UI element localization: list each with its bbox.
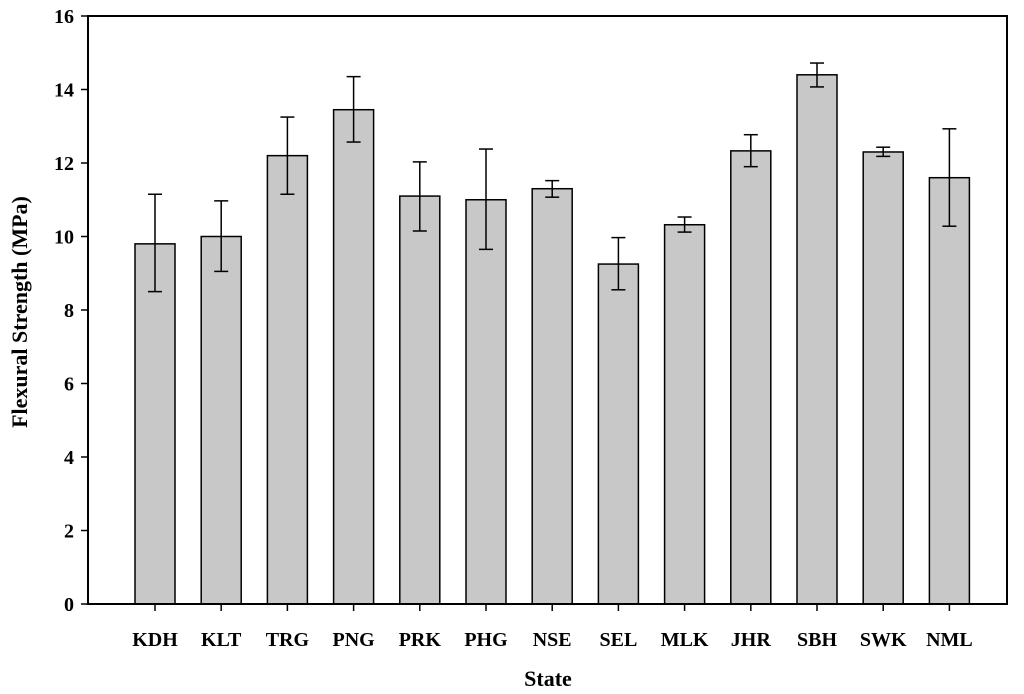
y-tick-label: 6	[64, 374, 74, 396]
y-tick-label: 8	[64, 300, 74, 322]
x-tick-label: PNG	[332, 629, 375, 651]
y-tick-label: 0	[64, 594, 74, 616]
y-axis: 0 2 4 6 8 10 12 14 16	[54, 6, 88, 616]
bar-trg	[266, 154, 309, 605]
error-bar-mlk	[677, 216, 692, 233]
bar-sel	[597, 263, 640, 605]
x-tick-label: NML	[926, 629, 973, 651]
error-bar-jhr	[743, 133, 758, 168]
error-bar-swk	[876, 146, 891, 158]
x-tick-label: SEL	[599, 629, 637, 651]
bar-prk	[399, 195, 441, 605]
error-bar-prk	[412, 161, 427, 232]
bar-mlk	[663, 223, 706, 605]
x-axis: KDH KLT TRG PNG PRK PHG NSE SEL MLK JHR SBH SWK NML	[132, 604, 973, 651]
y-axis-title: Flexural Strength (MPa)	[7, 196, 32, 428]
bar-jhr	[730, 150, 772, 605]
x-tick-label: SWK	[860, 629, 907, 651]
bars-group	[134, 74, 971, 605]
error-bar-nml	[942, 128, 957, 227]
error-bar-sel	[611, 236, 626, 291]
x-tick-label: PRK	[399, 629, 442, 651]
x-tick-label: SBH	[797, 629, 837, 651]
y-tick-label: 4	[64, 447, 74, 469]
bar-phg	[465, 199, 507, 605]
error-bar-nse	[545, 179, 560, 198]
x-tick-label: TRG	[266, 629, 310, 651]
x-tick-label: KDH	[132, 629, 178, 651]
bar-nml	[928, 176, 971, 605]
x-tick-label: JHR	[731, 629, 772, 651]
y-tick-label: 14	[54, 80, 74, 102]
y-tick-label: 2	[64, 521, 74, 543]
error-bar-klt	[214, 200, 229, 273]
bar-sbh	[796, 74, 838, 605]
x-tick-label: KLT	[201, 629, 242, 651]
y-tick-label: 16	[54, 6, 74, 28]
error-bars-group	[148, 62, 957, 293]
y-tick-label: 12	[54, 153, 74, 175]
bar-nse	[531, 187, 573, 605]
bar-klt	[200, 235, 242, 605]
error-bar-kdh	[148, 193, 162, 293]
x-tick-label: MLK	[661, 629, 709, 651]
bar-swk	[862, 151, 904, 605]
x-axis-title: State	[524, 666, 572, 691]
error-bar-sbh	[810, 62, 824, 88]
error-bar-png	[346, 75, 361, 143]
y-tick-label: 10	[54, 227, 74, 249]
error-bar-phg	[479, 148, 493, 251]
x-tick-label: PHG	[464, 629, 508, 651]
bar-kdh	[134, 243, 176, 605]
bar-png	[332, 108, 375, 605]
error-bar-trg	[280, 116, 295, 195]
x-tick-label: NSE	[533, 629, 572, 651]
